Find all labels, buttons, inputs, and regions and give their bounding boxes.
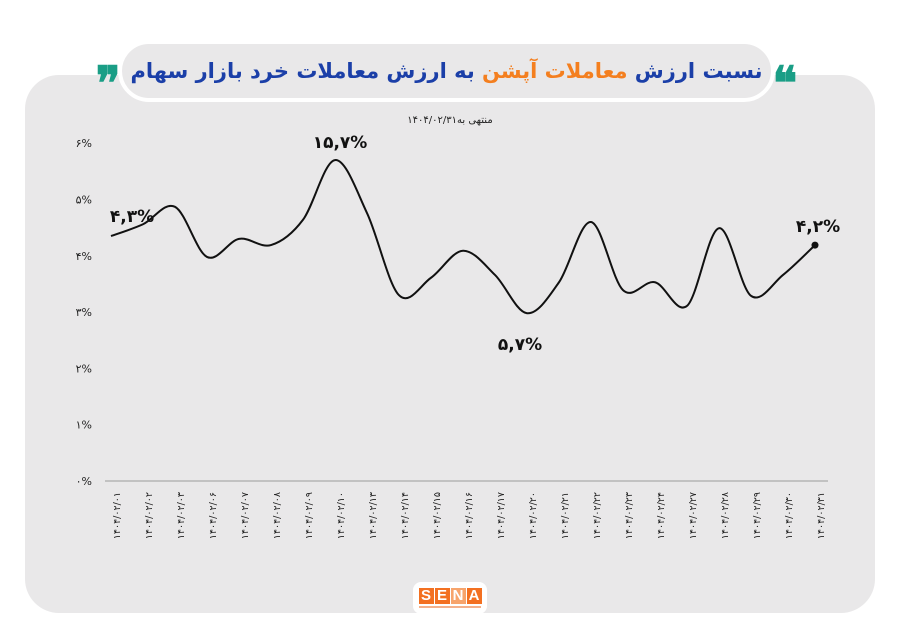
series-line — [110, 159, 816, 315]
y-tick-label: ۲% — [76, 362, 92, 375]
x-tick-label: ۱۴۰۴/۰۲/۱۴ — [400, 492, 411, 539]
y-tick-label: ۰% — [76, 475, 92, 488]
x-tick-label: ۱۴۰۴/۰۲/۲۲ — [592, 492, 603, 539]
x-tick-label: ۱۴۰۴/۰۲/۱۳ — [368, 492, 379, 539]
quote-open-icon: ❞ — [95, 56, 121, 110]
title-part2: به ارزش معاملات خرد بازار سهام — [130, 59, 483, 83]
y-tick-label: ۱% — [76, 419, 92, 432]
x-tick-label: ۱۴۰۴/۰۲/۲۹ — [752, 492, 763, 539]
data-annotation: ۵,۷% — [498, 335, 542, 355]
logo-letter: S — [418, 588, 434, 604]
chart-panel — [25, 75, 875, 613]
quote-close-icon: ❝ — [772, 56, 798, 110]
x-tick-label: ۱۴۰۴/۰۲/۰۱ — [112, 492, 123, 539]
y-tick-label: ۶% — [76, 137, 92, 150]
x-tick-label: ۱۴۰۴/۰۲/۲۷ — [688, 492, 699, 539]
chart-subtitle: منتهی به۱۴۰۴/۰۲/۳۱ — [407, 115, 493, 126]
x-tick-label: ۱۴۰۴/۰۲/۰۷ — [240, 492, 251, 539]
data-annotation: ۴,۲% — [796, 217, 840, 237]
x-tick-label: ۱۴۰۴/۰۲/۰۳ — [176, 492, 187, 539]
logo-letter: A — [466, 588, 482, 604]
end-point-marker — [811, 241, 819, 249]
x-tick-label: ۱۴۰۴/۰۲/۱۰ — [336, 492, 347, 539]
y-tick-label: ۵% — [76, 194, 92, 207]
x-tick-label: ۱۴۰۴/۰۲/۲۸ — [720, 492, 731, 539]
x-tick-label: ۱۴۰۴/۰۲/۲۰ — [528, 492, 539, 539]
data-annotation: ۴,۳% — [110, 207, 154, 227]
x-tick-label: ۱۴۰۴/۰۲/۳۱ — [816, 492, 827, 539]
x-tick-label: ۱۴۰۴/۰۲/۱۶ — [464, 492, 475, 539]
x-tick-label: ۱۴۰۴/۰۲/۲۱ — [560, 492, 571, 539]
x-tick-label: ۱۴۰۴/۰۲/۰۹ — [304, 492, 315, 539]
data-annotation: ۱۵,۷% — [313, 133, 368, 153]
x-tick-label: ۱۴۰۴/۰۲/۱۷ — [496, 492, 507, 539]
y-tick-label: ۳% — [76, 306, 92, 319]
logo-letter: E — [434, 588, 450, 604]
logo-letter: N — [450, 588, 466, 604]
title-highlight: معاملات آپشن — [482, 59, 628, 83]
x-tick-label: ۱۴۰۴/۰۲/۱۵ — [432, 492, 443, 539]
x-tick-label: ۱۴۰۴/۰۲/۲۴ — [656, 492, 667, 539]
x-tick-label: ۱۴۰۴/۰۲/۳۰ — [784, 492, 795, 539]
x-tick-label: ۱۴۰۴/۰۲/۲۳ — [624, 492, 635, 539]
chart-title: نسبت ارزش معاملات آپشن به ارزش معاملات خ… — [130, 59, 762, 83]
y-tick-label: ۴% — [76, 250, 92, 263]
x-tick-label: ۱۴۰۴/۰۲/۰۶ — [208, 492, 219, 539]
x-tick-label: ۱۴۰۴/۰۲/۰۲ — [144, 492, 155, 539]
x-tick-label: ۱۴۰۴/۰۲/۰۸ — [272, 492, 283, 539]
title-banner: ❝ نسبت ارزش معاملات آپشن به ارزش معاملات… — [96, 40, 797, 106]
title-part1: نسبت ارزش — [627, 59, 763, 83]
logo-tagline — [419, 606, 481, 608]
